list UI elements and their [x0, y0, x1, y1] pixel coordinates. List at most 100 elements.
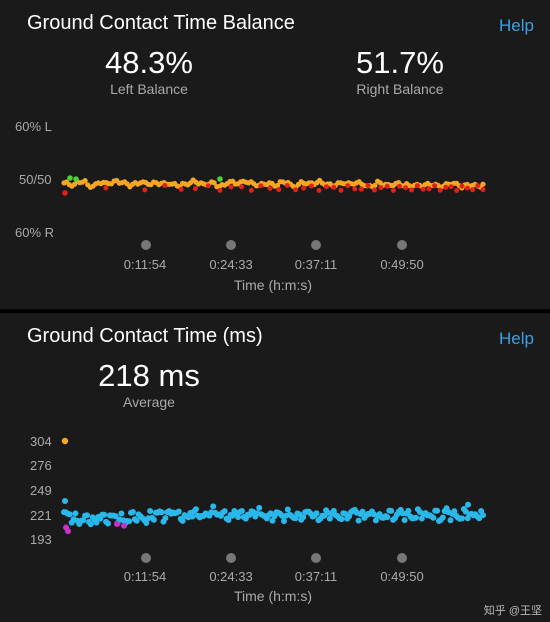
time-marker-dot: [141, 553, 151, 563]
balance-point: [211, 180, 217, 186]
balance-point-red: [432, 183, 438, 189]
time-label: 0:11:54: [123, 257, 167, 272]
left-balance-value: 48.3%: [105, 45, 193, 80]
gct-point: [430, 514, 437, 521]
gct-point: [235, 514, 242, 521]
balance-point-red: [448, 184, 454, 190]
time-label: 0:49:50: [380, 569, 424, 584]
balance-point-red: [414, 183, 420, 189]
balance-point-green: [67, 175, 73, 181]
gct-point: [465, 501, 471, 508]
balance-point-red: [403, 185, 409, 191]
gct-chart: [61, 437, 486, 535]
balance-panel: Ground Contact Time Balance Help 48.3% L…: [0, 0, 550, 309]
time-marker-dot: [311, 240, 321, 250]
balance-point-red: [338, 187, 344, 193]
balance-point-red: [205, 183, 211, 189]
balance-point: [274, 182, 281, 189]
gct-point: [284, 506, 291, 513]
balance-point-red: [276, 187, 282, 193]
gct-point: [221, 508, 228, 515]
balance-point-red: [459, 183, 465, 189]
balance-point-red: [239, 184, 244, 190]
gct-point: [372, 517, 379, 524]
gct-point: [292, 515, 299, 522]
balance-point-red: [384, 183, 390, 189]
balance-point-green: [73, 176, 79, 182]
time-marker-dot: [226, 553, 236, 563]
gct-point: [480, 512, 486, 519]
balance-point-red: [62, 190, 68, 196]
balance-point-red: [420, 186, 426, 192]
balance-point-red: [454, 188, 460, 193]
time-label: 0:11:54: [123, 569, 167, 584]
balance-point-red: [267, 185, 273, 191]
gct-point-magenta: [65, 528, 71, 535]
gct-point: [434, 507, 441, 514]
gct-point-magenta: [114, 521, 120, 527]
y-label-193: 193: [30, 532, 52, 547]
gct-point: [338, 516, 345, 523]
gct-title: Ground Contact Time (ms): [27, 325, 263, 347]
gct-point: [133, 517, 140, 524]
gct-point: [193, 506, 199, 513]
gct-point: [405, 507, 412, 514]
gct-point: [126, 518, 133, 525]
balance-point-red: [443, 184, 449, 190]
balance-point-red: [301, 185, 307, 191]
gct-point: [162, 515, 169, 522]
balance-point-red: [390, 188, 396, 193]
time-label: 0:24:33: [209, 257, 253, 272]
balance-point: [82, 178, 88, 184]
gct-point: [129, 509, 136, 515]
balance-point-red: [192, 186, 198, 192]
gct-panel: Ground Contact Time (ms) Help 218 ms Ave…: [0, 313, 550, 622]
gct-point: [238, 508, 245, 514]
time-marker-dot: [311, 553, 321, 563]
right-balance-label: Right Balance: [356, 81, 444, 97]
balance-point-red: [258, 183, 264, 189]
balance-point-red: [352, 186, 358, 192]
gct-point: [84, 512, 90, 519]
balance-point-red: [228, 184, 234, 190]
balance-point-red: [103, 185, 109, 191]
gct-average-value: 218 ms: [98, 358, 200, 393]
gct-point: [256, 504, 263, 511]
gct-point: [105, 520, 111, 527]
time-marker-dot: [226, 240, 236, 250]
y-label-60-left: 60% L: [15, 119, 52, 134]
balance-help-link[interactable]: Help: [499, 16, 534, 35]
balance-point-red: [162, 183, 168, 188]
gct-point-magenta: [121, 522, 127, 529]
gct-point: [87, 521, 94, 528]
gct-average-label: Average: [123, 394, 175, 410]
gct-point: [62, 498, 68, 504]
y-label-276: 276: [30, 458, 52, 473]
balance-chart: [61, 175, 486, 196]
gct-help-link[interactable]: Help: [499, 329, 534, 348]
balance-point-red: [331, 184, 337, 190]
gct-point: [447, 517, 454, 524]
gct-point: [175, 508, 182, 515]
balance-point-red: [378, 185, 384, 191]
balance-point-red: [426, 186, 432, 192]
x-axis-label: Time (h:m:s): [233, 588, 313, 604]
balance-point-red: [217, 187, 223, 193]
balance-title: Ground Contact Time Balance: [27, 12, 295, 34]
gct-point: [80, 517, 87, 524]
balance-point-red: [475, 183, 481, 188]
gct-point: [413, 514, 419, 521]
gct-point: [147, 508, 154, 514]
gct-point: [179, 517, 186, 524]
balance-point-red: [142, 187, 148, 193]
time-label: 0:24:33: [209, 569, 253, 584]
balance-point-red: [464, 185, 470, 191]
gct-point: [281, 518, 287, 525]
balance-point-red: [324, 184, 329, 190]
time-marker-dot: [397, 240, 407, 250]
balance-point-red: [248, 187, 254, 193]
gct-point: [313, 510, 320, 517]
gct-point: [269, 517, 276, 524]
balance-point-red: [358, 186, 364, 192]
time-label: 0:37:11: [294, 569, 338, 584]
